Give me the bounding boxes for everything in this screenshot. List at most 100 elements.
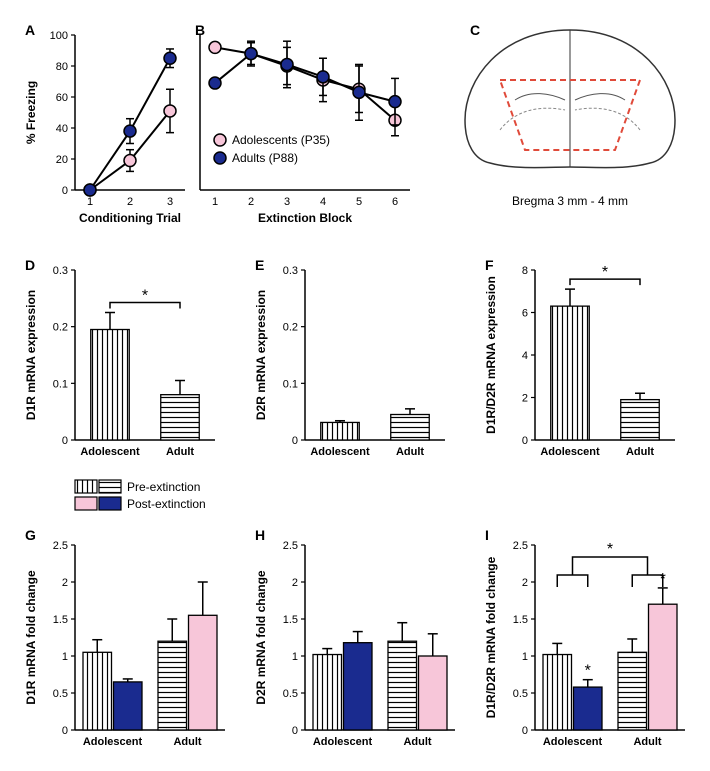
svg-text:2.5: 2.5 (53, 540, 68, 552)
svg-text:0.3: 0.3 (283, 265, 298, 277)
svg-text:6: 6 (392, 196, 398, 208)
legend-label: Pre-extinction (127, 480, 200, 494)
y-axis-label: D1R mRNA fold change (24, 570, 38, 705)
data-point (353, 86, 365, 98)
category-label: Adult (166, 446, 194, 458)
y-axis-label: D1R mRNA expression (24, 290, 38, 420)
svg-text:1.5: 1.5 (283, 614, 298, 626)
svg-text:0: 0 (292, 725, 298, 737)
panel-g: G00.511.522.5D1R mRNA fold changeAdolesc… (24, 527, 225, 748)
data-point (124, 155, 136, 167)
y-axis-label: D1R/D2R mRNA expression (484, 276, 498, 434)
legend-marker (214, 152, 226, 164)
panel-h: H 0 0.5 1 1.5 2 2.5 D2R mRNA fold change Adolesc… (254, 527, 455, 748)
svg-text:0.1: 0.1 (53, 378, 68, 390)
svg-text:80: 80 (56, 61, 68, 73)
svg-text:6: 6 (522, 308, 528, 320)
svg-text:2: 2 (522, 393, 528, 405)
svg-text:0.2: 0.2 (53, 322, 68, 334)
panel-d: D00.10.20.3D1R mRNA expressionAdolescent… (24, 257, 215, 458)
data-point (209, 77, 221, 89)
svg-text:60: 60 (56, 92, 68, 104)
bar (618, 652, 647, 730)
svg-text:0.1: 0.1 (283, 378, 298, 390)
figure-root: A020406080100% Freezing123Conditioning T… (10, 10, 700, 761)
svg-text:1: 1 (292, 651, 298, 663)
svg-text:3: 3 (167, 196, 173, 208)
panel-i: I00.511.522.5D1R/D2R mRNA fold changeAdo… (484, 527, 685, 748)
svg-text:0: 0 (292, 435, 298, 447)
panel-e: E00.10.20.3D2R mRNA expressionAdolescent… (254, 257, 445, 458)
y-axis-label: % Freezing (24, 81, 38, 144)
svg-text:0: 0 (62, 725, 68, 737)
group-label: Adolescent (313, 736, 373, 748)
bar (161, 395, 200, 440)
svg-text:1: 1 (87, 196, 93, 208)
bar (91, 330, 130, 441)
bar (388, 641, 417, 730)
svg-text:1.5: 1.5 (53, 614, 68, 626)
svg-text:2: 2 (292, 577, 298, 589)
bar (158, 641, 187, 730)
legend-swatch (75, 497, 97, 510)
svg-text:2.5: 2.5 (513, 540, 528, 552)
panel-label-c: C (470, 22, 480, 38)
panel-label: H (255, 527, 265, 543)
group-label: Adolescent (83, 736, 143, 748)
bar (551, 306, 590, 440)
group-label: Adolescent (543, 736, 603, 748)
bar (321, 422, 360, 440)
bar (419, 656, 448, 730)
data-point (164, 105, 176, 117)
category-label: Adolescent (540, 446, 600, 458)
figure-svg: A020406080100% Freezing123Conditioning T… (10, 10, 700, 761)
panel-a: A020406080100% Freezing123Conditioning T… (24, 22, 185, 225)
x-axis-label: Extinction Block (258, 211, 352, 225)
bar (114, 682, 143, 730)
bar (543, 655, 572, 730)
svg-text:100: 100 (50, 30, 68, 42)
y-axis-label: D2R mRNA fold change (254, 570, 268, 705)
panel-label: G (25, 527, 36, 543)
svg-text:1.5: 1.5 (513, 614, 528, 626)
y-axis-label: D2R mRNA expression (254, 290, 268, 420)
svg-text:2: 2 (127, 196, 133, 208)
y-axis-label: D1R/D2R mRNA fold change (484, 556, 498, 718)
legend-label: Post-extinction (127, 497, 206, 511)
legend-label: Adults (P88) (232, 151, 298, 165)
legend-swatch (75, 480, 97, 493)
group-label: Adult (633, 736, 661, 748)
group-label: Adult (173, 736, 201, 748)
panel-label: E (255, 257, 264, 273)
svg-text:2.5: 2.5 (283, 540, 298, 552)
bar (574, 687, 603, 730)
panel-label: I (485, 527, 489, 543)
svg-text:0: 0 (522, 435, 528, 447)
svg-text:0.5: 0.5 (53, 688, 68, 700)
bregma-caption: Bregma 3 mm - 4 mm (512, 194, 628, 208)
category-label: Adult (396, 446, 424, 458)
svg-text:20: 20 (56, 154, 68, 166)
bar (189, 615, 218, 730)
category-label: Adolescent (310, 446, 370, 458)
svg-text:0.5: 0.5 (283, 688, 298, 700)
legend-swatch (99, 497, 121, 510)
data-point (164, 52, 176, 64)
bar (649, 604, 678, 730)
svg-text:4: 4 (320, 196, 326, 208)
panel-label-a: A (25, 22, 35, 38)
legend-marker (214, 134, 226, 146)
sig-star: * (602, 264, 608, 281)
svg-text:4: 4 (522, 350, 528, 362)
data-point (84, 184, 96, 196)
svg-text:5: 5 (356, 196, 362, 208)
panel-b: B123456Extinction BlockAdolescents (P35)… (195, 22, 410, 225)
sig-star: * (585, 663, 591, 680)
legend-label: Adolescents (P35) (232, 133, 330, 147)
bar (83, 652, 112, 730)
svg-text:0.5: 0.5 (513, 688, 528, 700)
data-point (124, 125, 136, 137)
svg-text:0.3: 0.3 (53, 265, 68, 277)
category-label: Adolescent (80, 446, 140, 458)
data-point (209, 41, 221, 53)
